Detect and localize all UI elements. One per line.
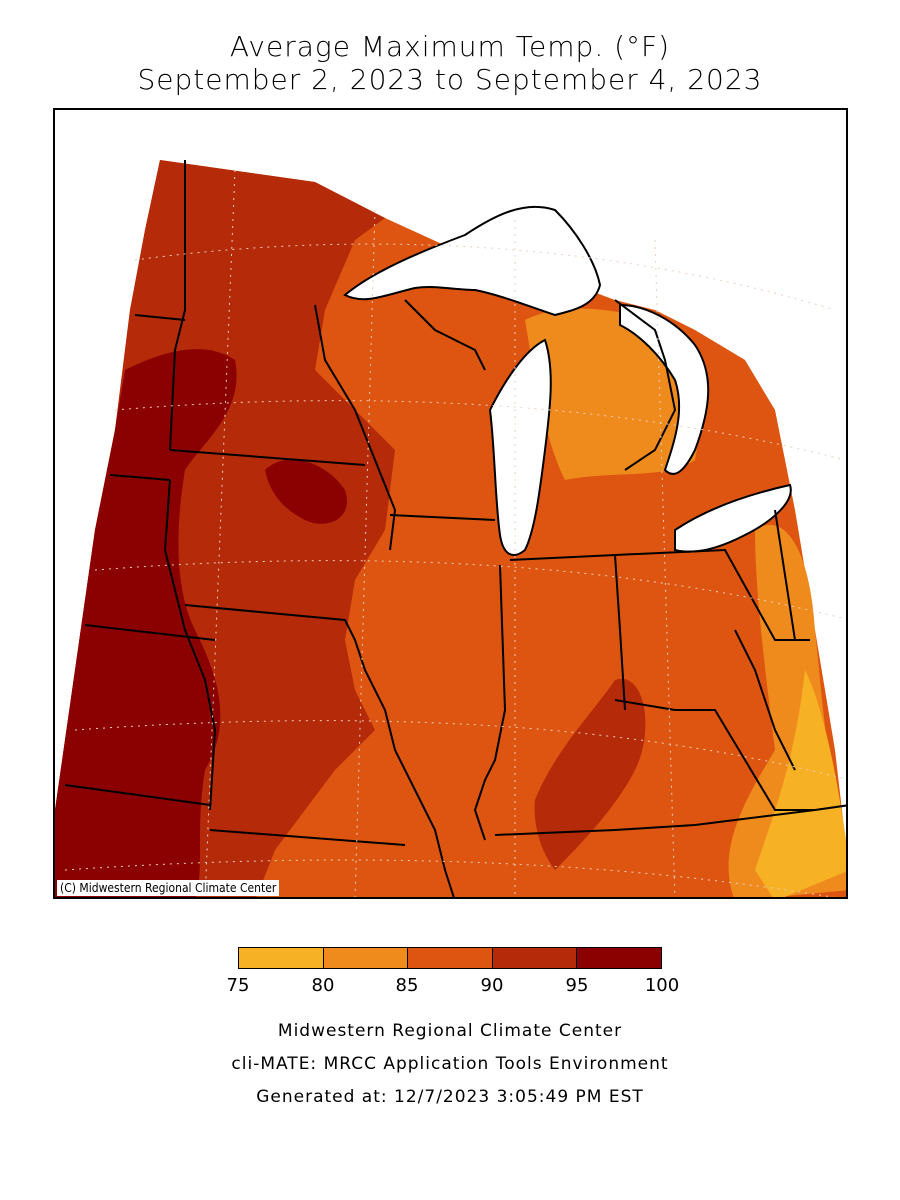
legend-tick-85: 85 — [395, 975, 419, 996]
temperature-map: (C) Midwestern Regional Climate Center — [53, 108, 848, 899]
footer-application: cli-MATE: MRCC Application Tools Environ… — [231, 1054, 669, 1074]
legend-tick-100: 100 — [644, 975, 680, 996]
map-canvas — [55, 160, 846, 897]
legend-swatch-85-90 — [408, 948, 493, 968]
map-region-75-80 — [755, 670, 846, 897]
graticule — [64, 169, 846, 897]
legend-tick-95: 95 — [565, 975, 589, 996]
map-region-kentucky-90-95 — [534, 678, 646, 870]
legend-swatch-95-100 — [577, 948, 661, 968]
legend-tick-75: 75 — [226, 975, 250, 996]
lake-erie — [674, 483, 792, 553]
legend-swatch-80-85 — [323, 948, 409, 968]
lake-superior — [343, 205, 602, 317]
legend-swatch-75-80 — [239, 948, 324, 968]
map-title: Average Maximum Temp. (°F) — [229, 30, 671, 63]
lake-michigan — [488, 338, 552, 556]
legend-tick-90: 90 — [480, 975, 504, 996]
state-borders — [64, 160, 846, 897]
color-legend — [238, 947, 662, 969]
footer-organization: Midwestern Regional Climate Center — [277, 1021, 623, 1041]
footer-generated-at: Generated at: 12/7/2023 3:05:49 PM EST — [256, 1087, 644, 1107]
lake-huron — [619, 303, 710, 475]
map-copyright: (C) Midwestern Regional Climate Center — [57, 880, 280, 896]
legend-tick-80: 80 — [311, 975, 335, 996]
map-region-95-100 — [55, 349, 237, 897]
map-date-range: September 2, 2023 to September 4, 2023 — [137, 63, 763, 96]
legend-swatch-90-95 — [492, 948, 578, 968]
map-region-minnesota-95-100 — [265, 459, 347, 524]
